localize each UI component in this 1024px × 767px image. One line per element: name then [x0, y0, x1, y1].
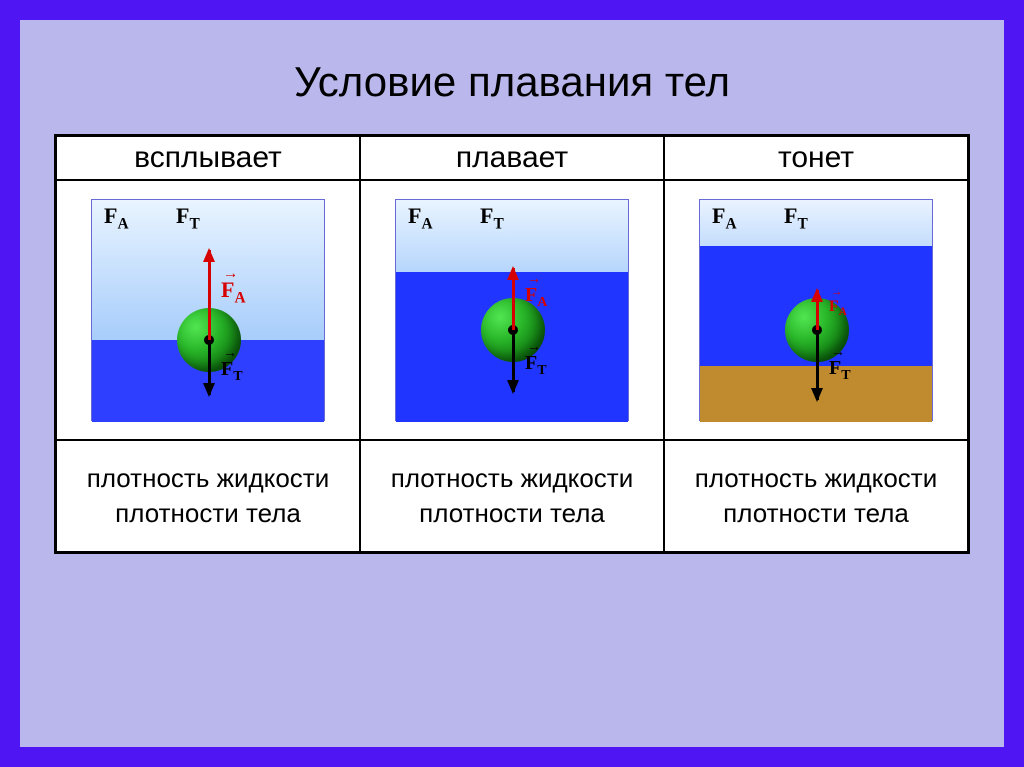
buoyancy-vector-label: →FA: [221, 277, 246, 307]
gravity-arrowhead-icon: [203, 383, 215, 397]
force-label-ft-top: FT: [176, 203, 200, 233]
diagram-box-1: FA FT →FA →FT: [91, 199, 325, 421]
diagram-box-3: FA FT →FA →FT: [699, 199, 933, 421]
buoyancy-arrowhead-icon: [507, 266, 519, 280]
buoyancy-vector-label: →FA: [525, 284, 547, 311]
diagram-floats: FA FT →FA →FT: [360, 180, 664, 440]
gravity-vector-label: →FT: [525, 352, 547, 379]
force-label-ft-top: FT: [480, 203, 504, 233]
force-label-fa-top: FA: [408, 203, 433, 233]
diagram-floats-up: FA FT →FA →FT: [56, 180, 360, 440]
force-label-ft-top: FT: [784, 203, 808, 233]
gravity-vector-label: →FT: [221, 358, 243, 385]
col-header-floats: плавает: [360, 136, 664, 180]
outer-frame: Условие плавания тел всплывает плавает т…: [0, 0, 1024, 767]
buoyancy-arrowhead-icon: [811, 288, 823, 302]
gravity-vector-label: →FT: [829, 357, 851, 384]
note-floats: плотность жидкости плотности тела: [360, 440, 664, 552]
page-title: Условие плавания тел: [54, 58, 970, 106]
inner-panel: Условие плавания тел всплывает плавает т…: [20, 20, 1004, 747]
note-sinks: плотность жидкости плотности тела: [664, 440, 968, 552]
col-header-floats-up: всплывает: [56, 136, 360, 180]
buoyancy-arrow: [208, 250, 211, 340]
force-label-fa-top: FA: [104, 203, 129, 233]
diagram-box-2: FA FT →FA →FT: [395, 199, 629, 421]
diagram-grid: всплывает плавает тонет FA FT →FA →FT FA FT →…: [54, 134, 970, 554]
note-floats-up: плотность жидкости плотности тела: [56, 440, 360, 552]
diagram-sinks: FA FT →FA →FT: [664, 180, 968, 440]
force-label-fa-top: FA: [712, 203, 737, 233]
buoyancy-vector-label: →FA: [829, 298, 847, 318]
buoyancy-arrowhead-icon: [203, 248, 215, 262]
col-header-sinks: тонет: [664, 136, 968, 180]
gravity-arrowhead-icon: [507, 380, 519, 394]
gravity-arrowhead-icon: [811, 388, 823, 402]
